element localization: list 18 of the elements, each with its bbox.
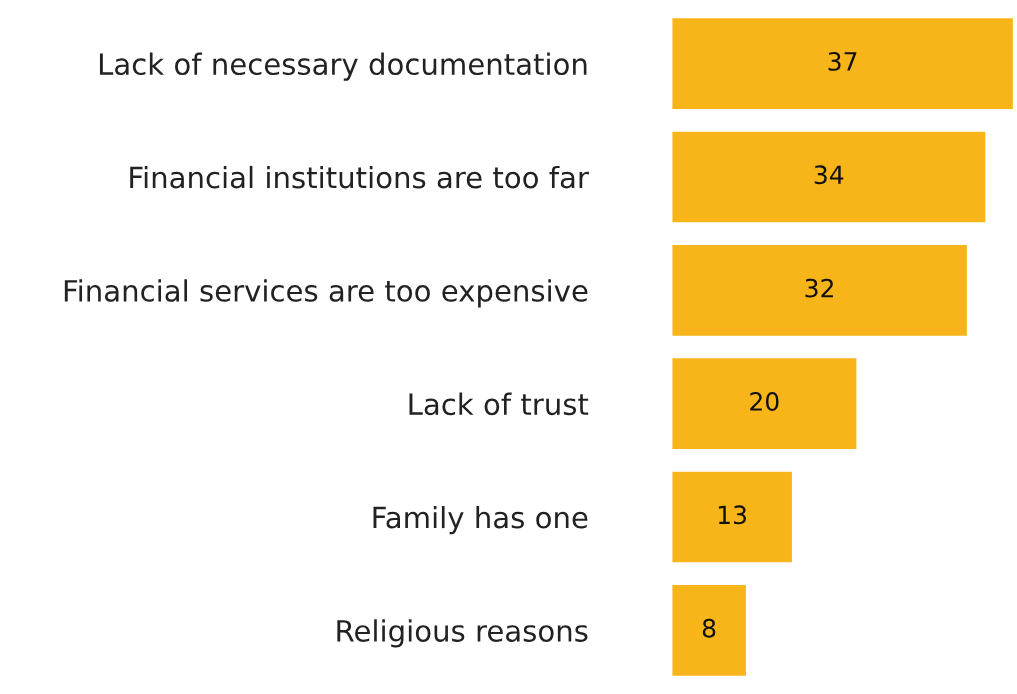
- data-label: 8: [702, 618, 716, 638]
- data-label: 32: [805, 278, 833, 298]
- y-tick-label: Lack of necessary documentation: [99, 52, 587, 81]
- y-tick-label: Family has one: [373, 505, 588, 535]
- bar: [672, 131, 986, 223]
- y-tick-label: Financial services are too expensive: [64, 279, 588, 308]
- data-label: 37: [828, 51, 857, 71]
- data-label: 13: [718, 505, 746, 525]
- bar: [672, 358, 857, 450]
- data-label: 34: [814, 165, 844, 185]
- y-tick-label: Lack of trust: [409, 392, 589, 416]
- data-label: 20: [750, 392, 779, 411]
- bar: [672, 585, 746, 676]
- y-tick-label: Financial institutions are too far: [130, 165, 589, 189]
- bar: [672, 471, 792, 563]
- bar: [672, 18, 1013, 109]
- bar: [672, 244, 967, 336]
- y-tick-label: Religious reasons: [337, 619, 588, 648]
